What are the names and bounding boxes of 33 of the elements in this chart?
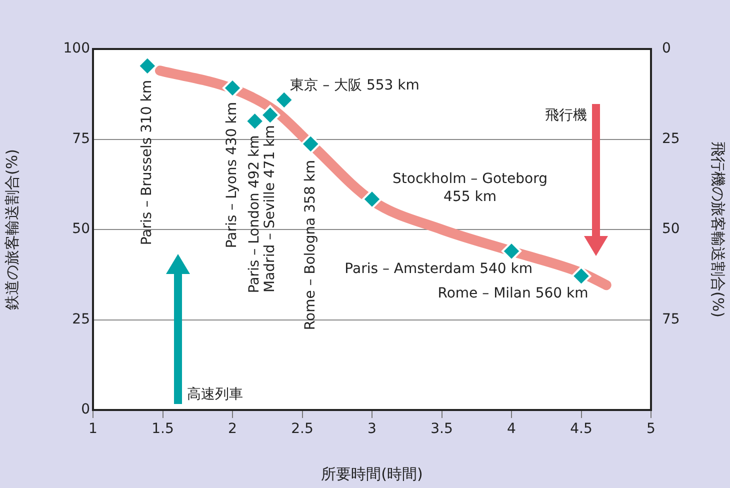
y-tick-label: 100 bbox=[63, 40, 90, 57]
x-tick-label: 4.5 bbox=[570, 421, 592, 438]
annotation: Stockholm – Goteborg 455 km bbox=[392, 170, 548, 205]
y2-tick-label: 0 bbox=[662, 40, 671, 57]
x-tick-label: 3.5 bbox=[430, 421, 453, 438]
annotation: Paris – Brussels 310 km bbox=[139, 80, 156, 246]
y-tick-label: 50 bbox=[72, 221, 90, 238]
y2-tick-label: 25 bbox=[662, 130, 680, 147]
x-tick-label: 4 bbox=[507, 421, 516, 438]
point bbox=[300, 134, 321, 154]
annotation: 飛行機 bbox=[545, 108, 587, 124]
y-tick-label: 0 bbox=[81, 402, 90, 418]
y-tick-label: 75 bbox=[72, 130, 90, 147]
annotation: 東京 – 大阪 553 km bbox=[290, 78, 420, 94]
y2-axis-title: 飛行機の旅客輸送割合(%) bbox=[709, 142, 728, 318]
y2-tick-label: 50 bbox=[662, 221, 680, 238]
x-tick-label: 1 bbox=[88, 421, 98, 438]
y2-tick-label: 75 bbox=[662, 311, 680, 328]
annotation: Rome – Bologna 358 km bbox=[302, 160, 318, 330]
x-tick-label: 2.5 bbox=[291, 421, 314, 438]
x-tick-label: 3 bbox=[368, 421, 376, 438]
annotation: Rome – Milan 560 km bbox=[438, 286, 588, 302]
y-tick-label: 25 bbox=[72, 311, 90, 328]
x-tick-label: 5 bbox=[646, 421, 656, 438]
annotation: Madrid – Seville 471 km bbox=[262, 125, 278, 292]
x-axis-title: 所要時間(時間) bbox=[321, 464, 423, 483]
x-tick-label: 2 bbox=[228, 421, 237, 438]
x-tick-label: 1.5 bbox=[152, 421, 174, 438]
annotation: 高速列車 bbox=[187, 386, 243, 403]
annotation: Paris – Lyons 430 km bbox=[224, 102, 240, 248]
annotation: Paris – Amsterdam 540 km bbox=[344, 260, 532, 277]
y-axis-title: 鉄道の旅客輸送割合(%) bbox=[2, 149, 21, 310]
annotation: Paris – London 492 km bbox=[246, 135, 262, 294]
